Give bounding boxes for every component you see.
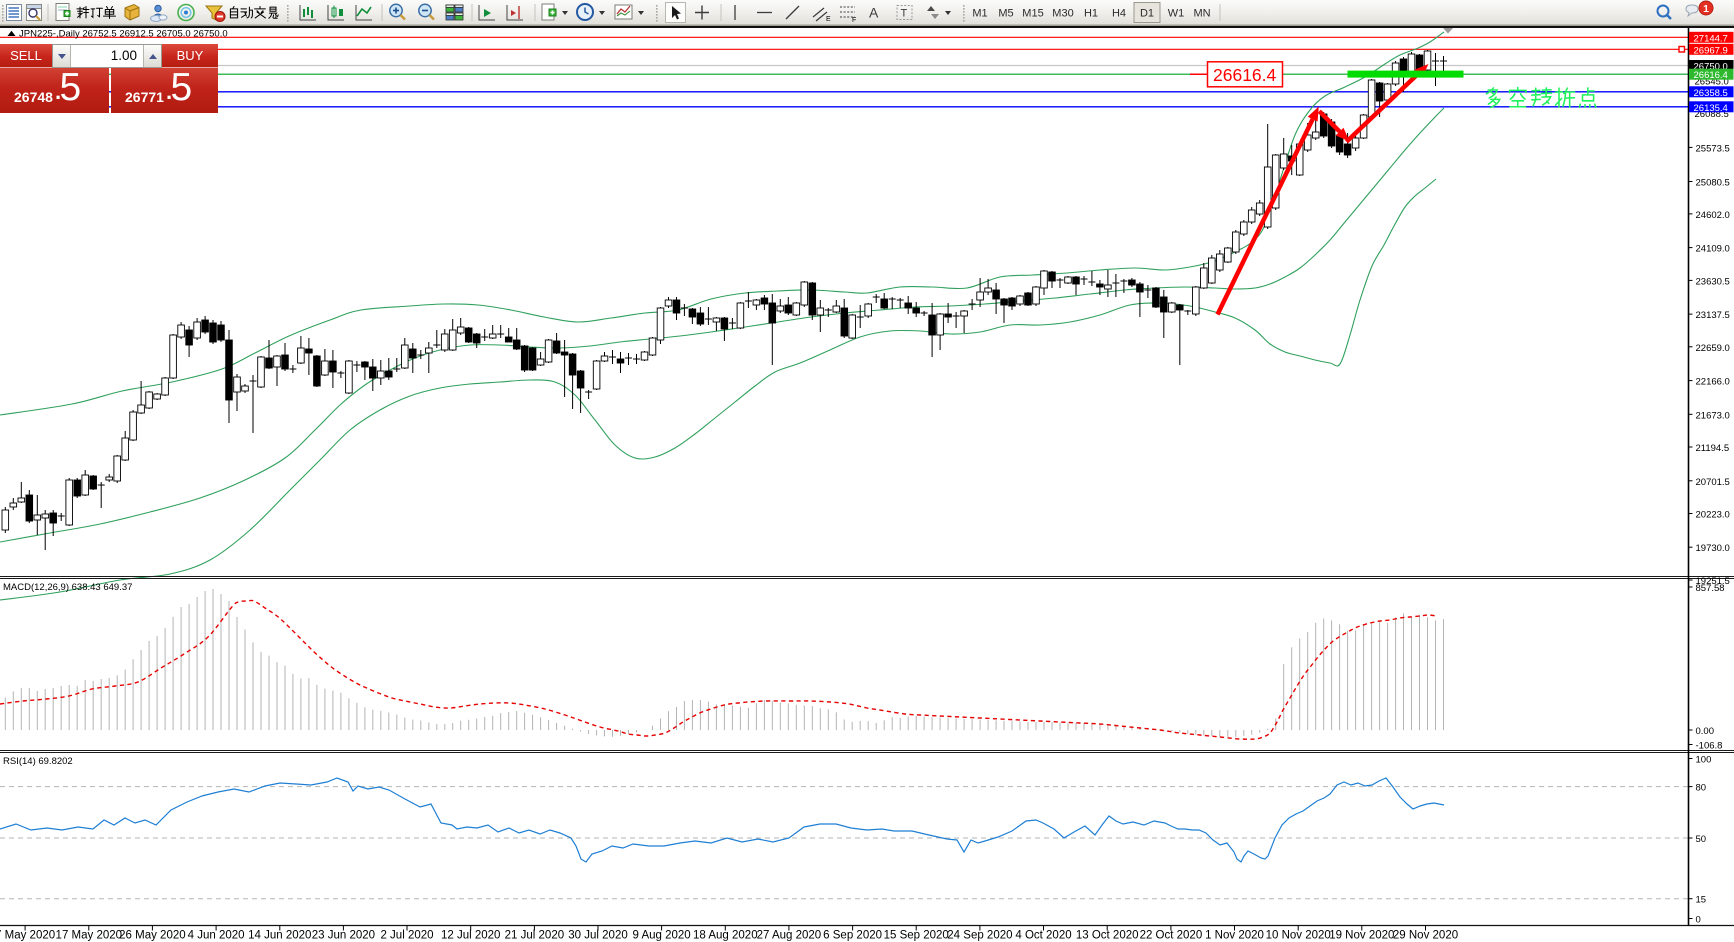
svg-text:H1: H1 <box>1084 8 1098 20</box>
svg-text:1: 1 <box>1703 3 1709 15</box>
svg-text:21673.0: 21673.0 <box>1696 410 1730 421</box>
svg-text:15 Sep 2020: 15 Sep 2020 <box>884 930 949 942</box>
svg-text:80: 80 <box>1696 783 1707 794</box>
svg-text:29 Nov 2020: 29 Nov 2020 <box>1393 930 1458 942</box>
svg-text:26545.0: 26545.0 <box>1695 76 1729 87</box>
svg-text:21194.5: 21194.5 <box>1696 443 1730 454</box>
svg-text:22659.0: 22659.0 <box>1696 343 1730 354</box>
svg-text:E: E <box>826 16 831 23</box>
svg-text:13 Oct 2020: 13 Oct 2020 <box>1076 930 1139 942</box>
svg-text:MACD(12,26,9) 638.43 649.37: MACD(12,26,9) 638.43 649.37 <box>3 582 132 593</box>
svg-text:17 May 2020: 17 May 2020 <box>56 930 123 942</box>
svg-text:18 Aug 2020: 18 Aug 2020 <box>693 930 758 942</box>
svg-text:19251.5: 19251.5 <box>1696 576 1730 587</box>
svg-text:857.58: 857.58 <box>1696 583 1725 594</box>
svg-text:22 Oct 2020: 22 Oct 2020 <box>1140 930 1203 942</box>
svg-text:26088.5: 26088.5 <box>1695 109 1729 120</box>
svg-text:26616.4: 26616.4 <box>1213 65 1277 85</box>
svg-text:H4: H4 <box>1112 8 1126 20</box>
svg-text:19730.0: 19730.0 <box>1696 543 1730 554</box>
svg-text:M15: M15 <box>1022 8 1043 20</box>
svg-text:27 Aug 2020: 27 Aug 2020 <box>757 930 822 942</box>
svg-text:26750.0: 26750.0 <box>1694 62 1728 73</box>
svg-text:14 Jun 2020: 14 Jun 2020 <box>248 930 311 942</box>
svg-text:-106.8: -106.8 <box>1696 741 1723 752</box>
svg-text:25080.5: 25080.5 <box>1696 178 1730 189</box>
svg-text:26135.4: 26135.4 <box>1694 103 1728 114</box>
svg-text:24109.0: 24109.0 <box>1696 244 1730 255</box>
svg-text:23137.5: 23137.5 <box>1696 310 1730 321</box>
svg-text:27144.7: 27144.7 <box>1694 33 1728 44</box>
svg-text:20701.5: 20701.5 <box>1696 477 1730 488</box>
svg-text:M1: M1 <box>972 8 987 20</box>
svg-text:10 Nov 2020: 10 Nov 2020 <box>1266 930 1331 942</box>
svg-text:T: T <box>901 8 908 20</box>
svg-text:D1: D1 <box>1140 8 1154 20</box>
svg-text:20223.0: 20223.0 <box>1696 510 1730 521</box>
svg-text:26 May 2020: 26 May 2020 <box>119 930 186 942</box>
svg-text:A: A <box>869 5 879 21</box>
svg-text:4 Jun 2020: 4 Jun 2020 <box>188 930 245 942</box>
svg-text:12 Jul 2020: 12 Jul 2020 <box>441 930 500 942</box>
svg-text:2 Jul 2020: 2 Jul 2020 <box>380 930 433 942</box>
svg-text:0.00: 0.00 <box>1696 726 1715 737</box>
svg-text:24 Sep 2020: 24 Sep 2020 <box>947 930 1012 942</box>
svg-text:26967.9: 26967.9 <box>1694 45 1728 56</box>
svg-text:M30: M30 <box>1052 8 1073 20</box>
svg-text:4 Oct 2020: 4 Oct 2020 <box>1015 930 1071 942</box>
svg-text:50: 50 <box>1696 834 1707 845</box>
svg-text:W1: W1 <box>1168 8 1185 20</box>
svg-text:RSI(14) 69.8202: RSI(14) 69.8202 <box>3 756 73 767</box>
svg-text:23 Jun 2020: 23 Jun 2020 <box>312 930 375 942</box>
svg-text:1 Nov 2020: 1 Nov 2020 <box>1205 930 1264 942</box>
svg-text:26358.5: 26358.5 <box>1694 88 1728 99</box>
svg-text:21 Jul 2020: 21 Jul 2020 <box>505 930 564 942</box>
svg-text:7 May 2020: 7 May 2020 <box>0 930 55 942</box>
svg-text:MN: MN <box>1193 8 1210 20</box>
svg-text:22166.0: 22166.0 <box>1696 377 1730 388</box>
svg-text:26616.4: 26616.4 <box>1694 70 1728 81</box>
svg-text:24602.0: 24602.0 <box>1696 210 1730 221</box>
svg-text:100: 100 <box>1696 755 1712 766</box>
svg-text:F: F <box>852 17 856 24</box>
svg-text:30 Jul 2020: 30 Jul 2020 <box>568 930 627 942</box>
svg-text:25573.5: 25573.5 <box>1696 143 1730 154</box>
svg-text:15: 15 <box>1696 895 1707 906</box>
svg-text:23630.5: 23630.5 <box>1696 276 1730 287</box>
svg-text:6 Sep 2020: 6 Sep 2020 <box>823 930 882 942</box>
svg-text:M5: M5 <box>998 8 1013 20</box>
svg-text:JPN225-,Daily 26752.5 26912.5: JPN225-,Daily 26752.5 26912.5 26705.0 26… <box>19 28 228 39</box>
svg-text:9 Aug 2020: 9 Aug 2020 <box>632 930 690 942</box>
svg-text:0: 0 <box>1696 915 1701 926</box>
svg-text:19 Nov 2020: 19 Nov 2020 <box>1329 930 1394 942</box>
